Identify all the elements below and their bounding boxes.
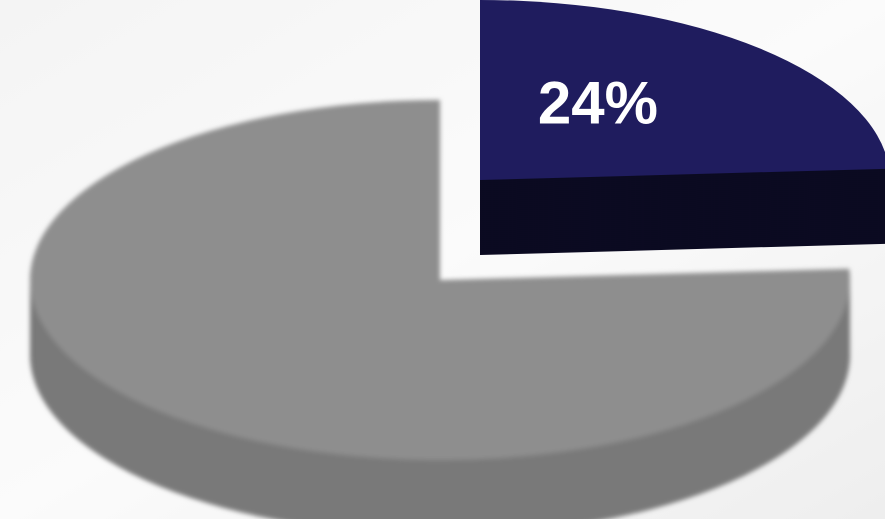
slice: 24% xyxy=(480,0,885,255)
pie-slice xyxy=(30,100,850,461)
pie-slice xyxy=(480,0,885,180)
data-label: 24% xyxy=(538,70,658,137)
slice xyxy=(29,100,851,519)
pie: 24% xyxy=(29,0,885,519)
